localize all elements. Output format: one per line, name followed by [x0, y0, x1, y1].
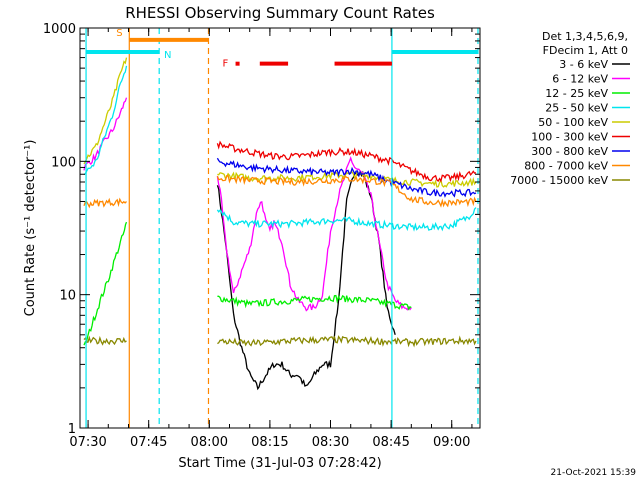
series-line-2-seg-1 [217, 294, 412, 311]
x-tick-label-0: 07:30 [69, 435, 106, 450]
plot-frame [79, 27, 481, 429]
series-line-3-seg-0 [83, 65, 128, 176]
x-tick-label-3: 08:15 [251, 435, 288, 450]
series-line-3-seg-1 [216, 207, 477, 232]
series-line-1-seg-1 [216, 155, 412, 312]
status-bar-label-1: N [164, 50, 171, 61]
x-tick-label-6: 09:00 [433, 435, 470, 450]
series-line-4-seg-1 [217, 170, 477, 188]
x-axis-label: Start Time (31-Jul-03 07:28:42) [178, 456, 381, 471]
chart-title: RHESSI Observing Summary Count Rates [125, 4, 435, 22]
legend-label-6: 300 - 800 keV [531, 145, 608, 158]
series-line-8-seg-0 [83, 335, 127, 346]
legend-label-5: 100 - 300 keV [531, 131, 608, 144]
y-axis: 1 10 100 1000 [43, 22, 480, 437]
date-stamp: 21-Oct-2021 15:39 [551, 468, 637, 478]
legend-header-1: FDecim 1, Att 0 [543, 44, 628, 57]
legend-label-8: 7000 - 15000 keV [510, 174, 608, 187]
series-line-6-seg-0 [216, 157, 477, 198]
legend-label-3: 25 - 50 keV [545, 102, 608, 115]
legend-label-1: 6 - 12 keV [552, 73, 608, 86]
status-bar-label-0: S [116, 28, 122, 39]
series-line-1-seg-0 [83, 97, 128, 171]
series-line-8-seg-1 [217, 335, 477, 348]
y-tick-label-2: 100 [51, 155, 76, 170]
x-tick-label-4: 08:30 [312, 435, 349, 450]
series-line-5-seg-0 [216, 140, 477, 183]
x-tick-label-5: 08:45 [372, 435, 409, 450]
plot-curves [83, 57, 477, 391]
legend-label-4: 50 - 100 keV [538, 116, 608, 129]
x-tick-label-1: 07:45 [130, 435, 167, 450]
x-axis: 07:30 07:45 08:00 08:15 08:30 08:45 09:00 [69, 28, 473, 450]
status-bar-label-3: F [223, 59, 229, 70]
series-line-0-seg-0 [216, 170, 396, 391]
legend-header-0: Det 1,3,4,5,6,9, [542, 30, 628, 43]
y-tick-label-1: 10 [59, 289, 76, 304]
series-line-7-seg-1 [216, 174, 477, 208]
y-tick-label-3: 1000 [43, 22, 76, 37]
y-tick-label-0: 1 [68, 422, 76, 437]
legend: Det 1,3,4,5,6,9,FDecim 1, Att 03 - 6 keV… [510, 30, 630, 187]
series-line-4-seg-0 [83, 57, 128, 165]
plot-overlays: S N F [85, 28, 479, 428]
y-axis-label: Count Rate (s⁻¹ detector⁻¹) [23, 140, 38, 317]
legend-label-0: 3 - 6 keV [559, 58, 608, 71]
x-tick-label-2: 08:00 [191, 435, 228, 450]
series-line-7-seg-0 [83, 197, 127, 209]
legend-label-2: 12 - 25 keV [545, 87, 608, 100]
legend-label-7: 800 - 7000 keV [524, 160, 608, 173]
series-line-2-seg-0 [83, 221, 128, 346]
